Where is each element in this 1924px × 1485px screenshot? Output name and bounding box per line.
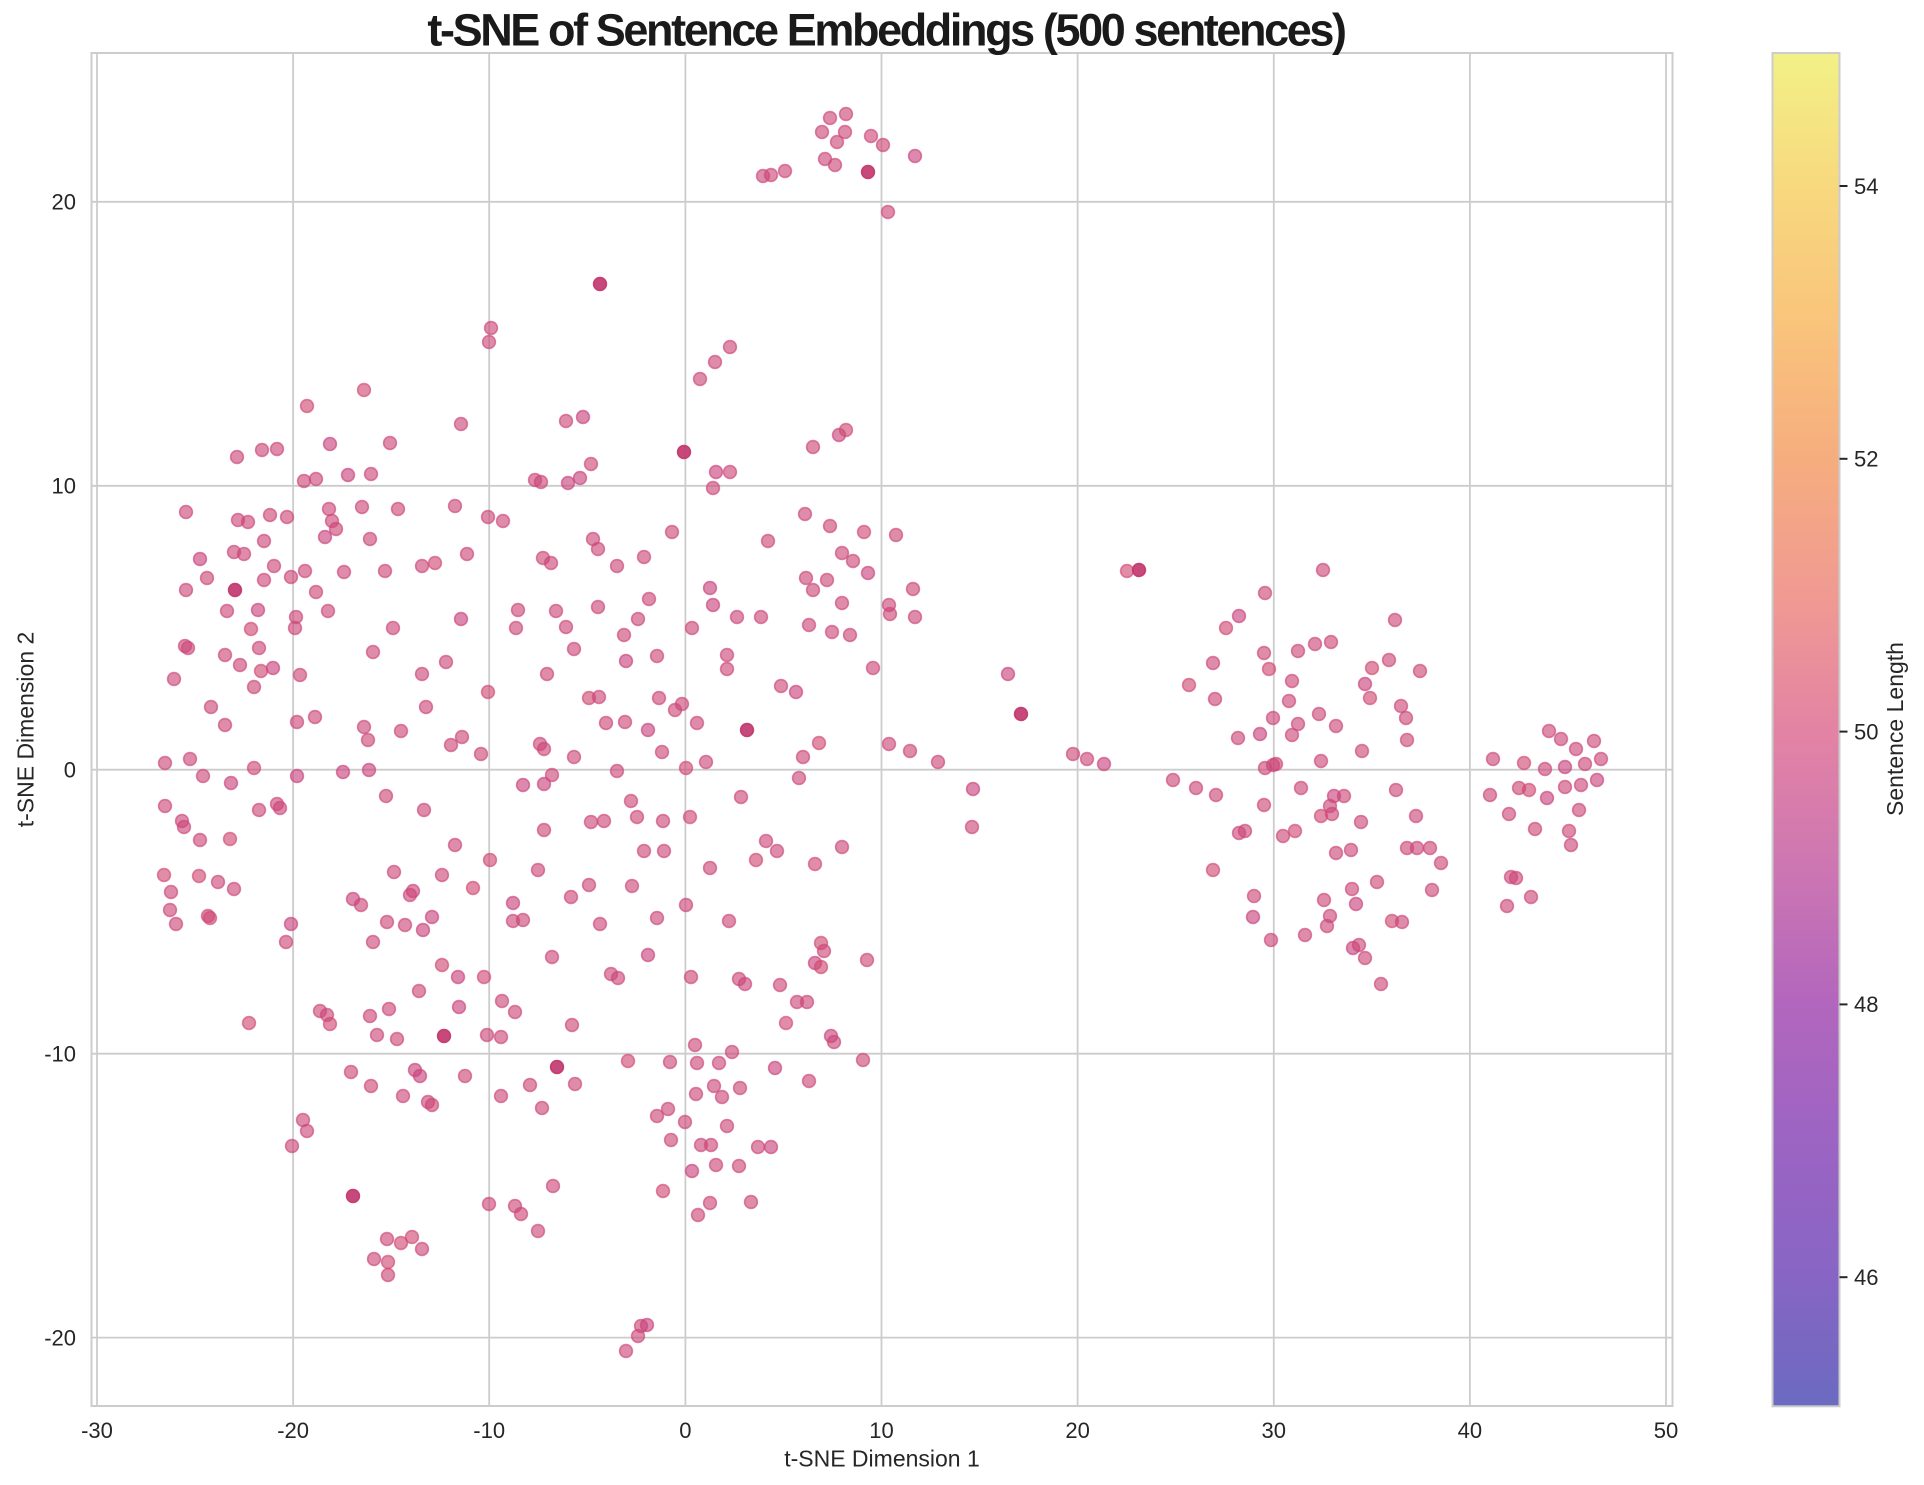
svg-text:48: 48	[1854, 992, 1878, 1017]
svg-text:-10: -10	[473, 1418, 505, 1443]
svg-text:30: 30	[1262, 1418, 1286, 1443]
svg-text:t-SNE Dimension 1: t-SNE Dimension 1	[784, 1446, 980, 1472]
svg-text:0: 0	[679, 1418, 691, 1443]
svg-text:-10: -10	[44, 1042, 76, 1067]
svg-text:50: 50	[1654, 1418, 1678, 1443]
svg-text:40: 40	[1458, 1418, 1482, 1443]
svg-text:50: 50	[1854, 719, 1878, 744]
svg-text:10: 10	[52, 474, 76, 499]
svg-text:10: 10	[869, 1418, 893, 1443]
svg-text:-30: -30	[81, 1418, 113, 1443]
svg-text:54: 54	[1854, 174, 1878, 199]
svg-text:0: 0	[64, 758, 76, 783]
svg-text:46: 46	[1854, 1265, 1878, 1290]
svg-text:-20: -20	[277, 1418, 309, 1443]
svg-text:20: 20	[52, 190, 76, 215]
svg-text:t-SNE Dimension 2: t-SNE Dimension 2	[13, 632, 39, 828]
svg-text:52: 52	[1854, 447, 1878, 472]
svg-text:t-SNE of Sentence Embeddings (: t-SNE of Sentence Embeddings (500 senten…	[427, 5, 1345, 56]
svg-text:-20: -20	[44, 1326, 76, 1351]
svg-text:Sentence Length: Sentence Length	[1882, 642, 1908, 816]
svg-text:20: 20	[1065, 1418, 1089, 1443]
